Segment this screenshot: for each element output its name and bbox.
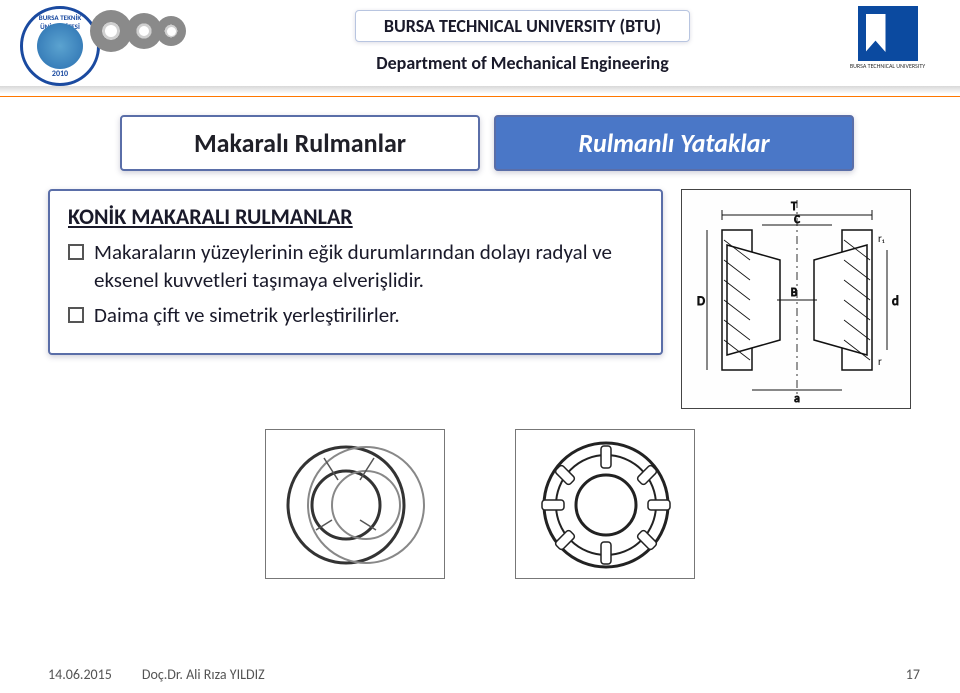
bullet-text: Makaraların yüzeylerinin eğik durumların…: [94, 238, 643, 295]
university-logo: BURSA TEKNİK ÜNİVERSİTESİ 2010: [20, 6, 100, 86]
logo-year: 2010: [23, 69, 97, 79]
diagram-svg: T C D d B r₁ r a: [682, 190, 912, 410]
label-a: a: [794, 392, 800, 406]
header-row: BURSA TEKNİK ÜNİVERSİTESİ 2010 BURSA TEC…: [0, 0, 960, 86]
accent-divider: [0, 86, 960, 97]
footer-date: 14.06.2015: [48, 666, 112, 683]
bearing-cross-section-diagram: T C D d B r₁ r a: [681, 189, 911, 409]
slide-title-right: Rulmanlı Yataklar: [494, 115, 854, 171]
department-logo: BURSA TECHNICAL UNIVERSITY: [845, 6, 930, 70]
label-C: C: [794, 213, 800, 226]
bullet-item: Daima çift ve simetrik yerleştirilirler.: [68, 301, 643, 329]
label-T: T: [791, 200, 797, 214]
title-row: Makaralı Rulmanlar Rulmanlı Yataklar: [0, 97, 960, 189]
label-d: d: [892, 294, 899, 309]
department-name: Department of Mechanical Engineering: [220, 52, 825, 74]
logo-inner: [37, 23, 83, 69]
slide-title-left: Makaralı Rulmanlar: [120, 115, 480, 171]
gear-decoration: [90, 6, 200, 56]
label-D: D: [697, 294, 705, 309]
footer-page-number: 17: [906, 666, 920, 683]
label-B: B: [791, 286, 798, 300]
images-row: [0, 429, 960, 579]
label-r1: r₁: [878, 232, 885, 245]
university-name: BURSA TECHNICAL UNIVERSITY (BTU): [355, 10, 690, 42]
label-r: r: [878, 355, 882, 368]
accent-bar: [0, 94, 960, 97]
bullet-square-icon: [68, 244, 84, 260]
footer: 14.06.2015 Doç.Dr. Ali Rıza YILDIZ 17: [48, 666, 920, 683]
section-heading: KONİK MAKARALI RULMANLAR: [68, 203, 643, 230]
header-titles: BURSA TECHNICAL UNIVERSITY (BTU) Departm…: [200, 6, 845, 74]
bearing-image-1: [265, 429, 445, 579]
bearing-image-2: [515, 429, 695, 579]
content-row: KONİK MAKARALI RULMANLAR Makaraların yüz…: [0, 189, 960, 409]
bullet-item: Makaraların yüzeylerinin eğik durumların…: [68, 238, 643, 295]
content-text-box: KONİK MAKARALI RULMANLAR Makaraların yüz…: [48, 189, 663, 355]
bullet-square-icon: [68, 307, 84, 323]
bullet-text: Daima çift ve simetrik yerleştirilirler.: [94, 301, 400, 329]
dept-logo-caption: BURSA TECHNICAL UNIVERSITY: [845, 63, 930, 70]
me-logo-icon: [858, 6, 918, 61]
gear-icon: [156, 16, 186, 46]
footer-author: Doç.Dr. Ali Rıza YILDIZ: [142, 666, 906, 683]
